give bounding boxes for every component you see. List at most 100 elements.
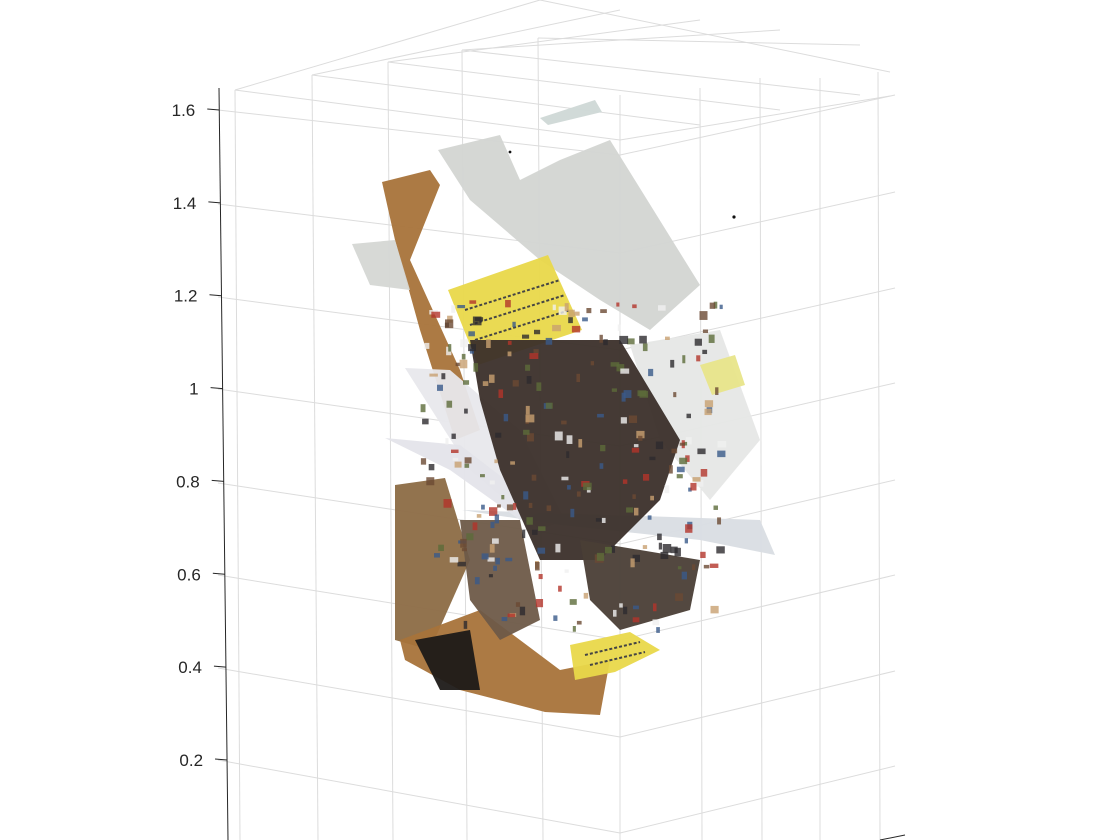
cloud-point [519,606,526,616]
sticky-note [700,355,745,395]
cloud-point [639,335,647,344]
cloud-point [481,504,485,510]
cloud-point [420,458,427,465]
cloud-point [690,482,697,491]
cloud-point [684,538,689,544]
cloud-point [529,353,539,360]
cloud-point [655,441,664,450]
cloud-point [466,533,474,541]
cloud-point [623,606,628,615]
cloud-point [508,150,512,154]
cloud-point [670,359,675,368]
cloud-point [571,325,581,333]
z-tick [208,201,221,204]
cloud-point [694,479,704,487]
grid-line [387,19,701,63]
cloud-point [688,487,692,492]
cloud-point [463,380,470,385]
cloud-point [648,368,654,377]
cloud-point [473,363,479,372]
cloud-point [596,552,605,561]
grid-line [619,670,896,738]
cloud-point [464,463,470,468]
cloud-point [686,413,691,419]
cloud-point [480,474,485,478]
cloud-point [515,602,521,607]
cloud-point [512,503,517,510]
cloud-point [476,514,482,518]
wooden-frame [382,170,480,440]
cloud-point [620,417,627,424]
cloud-point [653,603,657,612]
cloud-point [512,380,519,387]
grid-line [537,37,861,46]
cloud-point [576,373,581,383]
cloud-point [446,400,453,408]
cloud-point [457,561,466,567]
cloud-point [630,558,635,568]
cloud-point [558,585,562,592]
cloud-point [468,344,476,352]
cloud-point [716,546,725,554]
cloud-point [448,344,452,352]
cloud-point [662,544,672,553]
cloud-point [709,563,719,568]
cloud-point [438,544,444,552]
cloud-point [474,317,484,321]
cloud-point [682,355,686,364]
yellow-paper [570,632,660,680]
fragment [540,100,602,125]
cloud-point [583,592,589,599]
cloud-point [673,392,677,398]
cloud-point [566,451,570,459]
cloud-point [622,479,628,484]
cloud-point [619,335,629,345]
shadow-region [415,630,480,690]
cloud-point [561,476,569,481]
cloud-point [531,474,537,481]
cloud-point [429,373,438,377]
cloud-point [501,495,505,500]
cloud-point [552,304,556,311]
paper-writing [589,651,646,666]
cloud-point [677,566,682,570]
cloud-point [704,400,714,408]
cloud-point [422,418,429,425]
cloud-point [616,302,620,307]
cloud-point [600,445,606,452]
grid-line [311,74,701,126]
cloud-point [715,387,719,396]
cloud-point [428,464,435,471]
cloud-point [420,404,426,413]
cloud-point [545,402,553,409]
cloud-point [490,521,495,529]
cloud-point [494,459,498,464]
grid-line [234,89,621,141]
grid-line [539,0,891,73]
cloud-point [553,615,558,621]
fragment [352,240,410,290]
cloud-point [582,317,588,322]
cloud-point [700,551,706,559]
cloud-point [633,605,639,610]
cloud-point [522,529,526,539]
grid-line [619,95,891,141]
cloud-point [487,557,495,562]
desk-clutter [580,540,700,630]
grid-line [619,765,896,834]
cloud-point [489,480,495,485]
cloud-point [717,441,727,448]
cloud-point [464,457,472,464]
cloud-point [488,574,493,578]
cloud-point [623,390,632,398]
cloud-point [526,517,533,525]
cloud-point [460,339,469,348]
cloud-point [452,457,459,461]
cloud-point [647,515,652,520]
cloud-point [676,466,685,473]
cloud-point [469,300,477,304]
cloud-point [650,495,655,501]
grid-line [234,89,241,840]
z-tick [215,758,228,761]
cloud-point [732,215,736,219]
